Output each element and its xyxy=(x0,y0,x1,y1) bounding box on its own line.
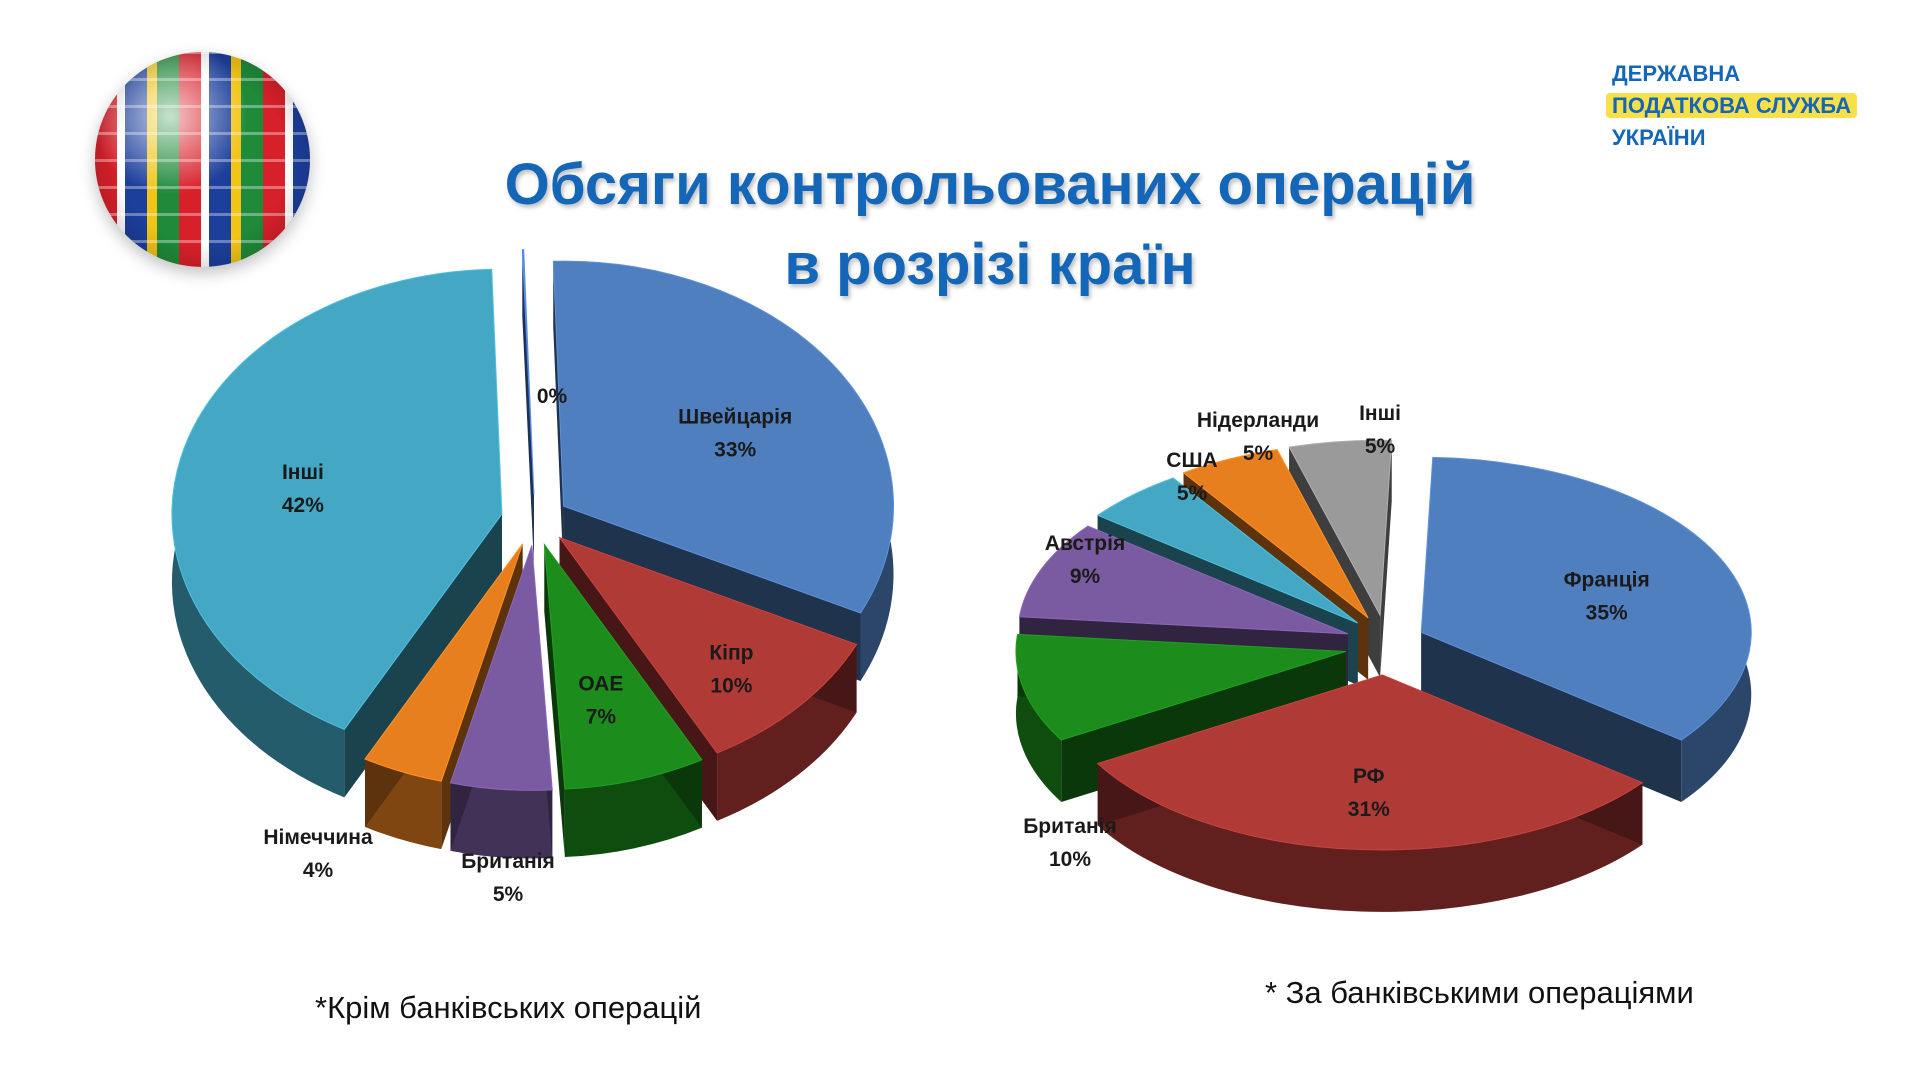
slice-category-label: Австрія xyxy=(1045,532,1125,555)
pie-slice xyxy=(1420,456,1752,803)
logo-line-2-text: ПОДАТКОВА СЛУЖБА xyxy=(1606,93,1858,118)
slice-percent-label: 42% xyxy=(282,494,324,517)
title-line-2: в розрізі країн xyxy=(784,232,1196,297)
pie-chart-right: Франція 35% РФ 31% Британія 10% Австрія 9% США 5%… xyxy=(1015,402,1752,912)
slice-percent-label: 35% xyxy=(1586,601,1628,624)
slice-top xyxy=(1018,525,1349,635)
slice-category-label: США xyxy=(1166,449,1217,472)
slice-percent-label: 5% xyxy=(1365,435,1396,458)
slice-side xyxy=(564,759,702,858)
slice-wall xyxy=(1421,632,1682,803)
logo-line-2: ПОДАТКОВА СЛУЖБА xyxy=(1606,90,1858,122)
slice-percent-label: 5% xyxy=(493,883,524,906)
pie-slice xyxy=(521,249,535,563)
slice-side xyxy=(450,782,553,859)
title-line-1: Обсяги контрольованих операцій xyxy=(504,152,1476,217)
slice-top xyxy=(449,545,553,791)
slice-side xyxy=(1015,634,1062,802)
slice-percent-label: 7% xyxy=(586,706,617,729)
globe-flags-image xyxy=(95,52,310,267)
slice-top xyxy=(364,543,524,782)
slice-top xyxy=(1096,477,1359,624)
footnote-left: *Крім банківських операцій xyxy=(315,990,702,1025)
slice-top xyxy=(521,249,535,495)
slice-top xyxy=(1096,674,1644,851)
slice-percent-label: 33% xyxy=(714,438,756,461)
slice-category-label: Німеччина xyxy=(263,826,373,849)
slice-category-label: Британія xyxy=(1023,815,1117,838)
pie-chart-left: 0% Швейцарія 33% Кіпр 10% ОАЕ 7% Британія 5% Німе… xyxy=(171,249,895,906)
slice-category-label: ОАЕ xyxy=(578,673,623,696)
slice-top xyxy=(1015,633,1347,741)
slice-percent-label: 9% xyxy=(1070,565,1101,588)
logo-line-3: УКРАЇНИ xyxy=(1612,125,1706,150)
pie-slice xyxy=(1096,674,1644,912)
slice-percent-label: 0% xyxy=(537,385,568,408)
slice-top xyxy=(1288,439,1393,617)
slice-percent-label: 5% xyxy=(1177,482,1208,505)
slice-wall xyxy=(344,514,502,798)
slice-wall xyxy=(1380,440,1392,678)
pie-slice xyxy=(171,268,503,798)
globe-grid xyxy=(95,52,310,267)
footnote-right: * За банківськими операціями xyxy=(1265,975,1694,1010)
slice-category-label: Нідерланди xyxy=(1197,409,1319,432)
slice-category-label: Кіпр xyxy=(709,641,753,664)
slice-percent-label: 10% xyxy=(710,674,752,697)
slice-percent-label: 10% xyxy=(1049,848,1091,871)
slice-wall xyxy=(553,261,564,575)
pie-slice xyxy=(449,545,553,859)
slice-category-label: Франція xyxy=(1564,568,1650,591)
slice-wall xyxy=(544,544,565,858)
slice-percent-label: 5% xyxy=(1243,442,1274,465)
slice-top xyxy=(1420,456,1752,741)
slice-category-label: Інші xyxy=(282,461,324,484)
tax-service-logo: ДЕРЖАВНА ПОДАТКОВА СЛУЖБА УКРАЇНИ xyxy=(1606,58,1858,154)
slice-side xyxy=(1097,763,1643,912)
slice-category-label: Британія xyxy=(461,850,555,873)
slice-percent-label: 4% xyxy=(303,859,334,882)
slice-top xyxy=(552,260,895,614)
slice-category-label: Швейцарія xyxy=(678,405,792,428)
slice-top xyxy=(543,542,703,790)
slice-top xyxy=(1182,449,1369,619)
page-title: Обсяги контрольованих операцій в розрізі… xyxy=(380,145,1600,305)
slice-category-label: РФ xyxy=(1353,765,1385,788)
slice-top xyxy=(558,536,858,754)
pie-slice xyxy=(543,542,703,858)
slice-top xyxy=(171,268,503,730)
slice-percent-label: 31% xyxy=(1348,798,1390,821)
logo-line-1: ДЕРЖАВНА xyxy=(1612,61,1741,86)
slice-category-label: Інші xyxy=(1359,402,1401,425)
